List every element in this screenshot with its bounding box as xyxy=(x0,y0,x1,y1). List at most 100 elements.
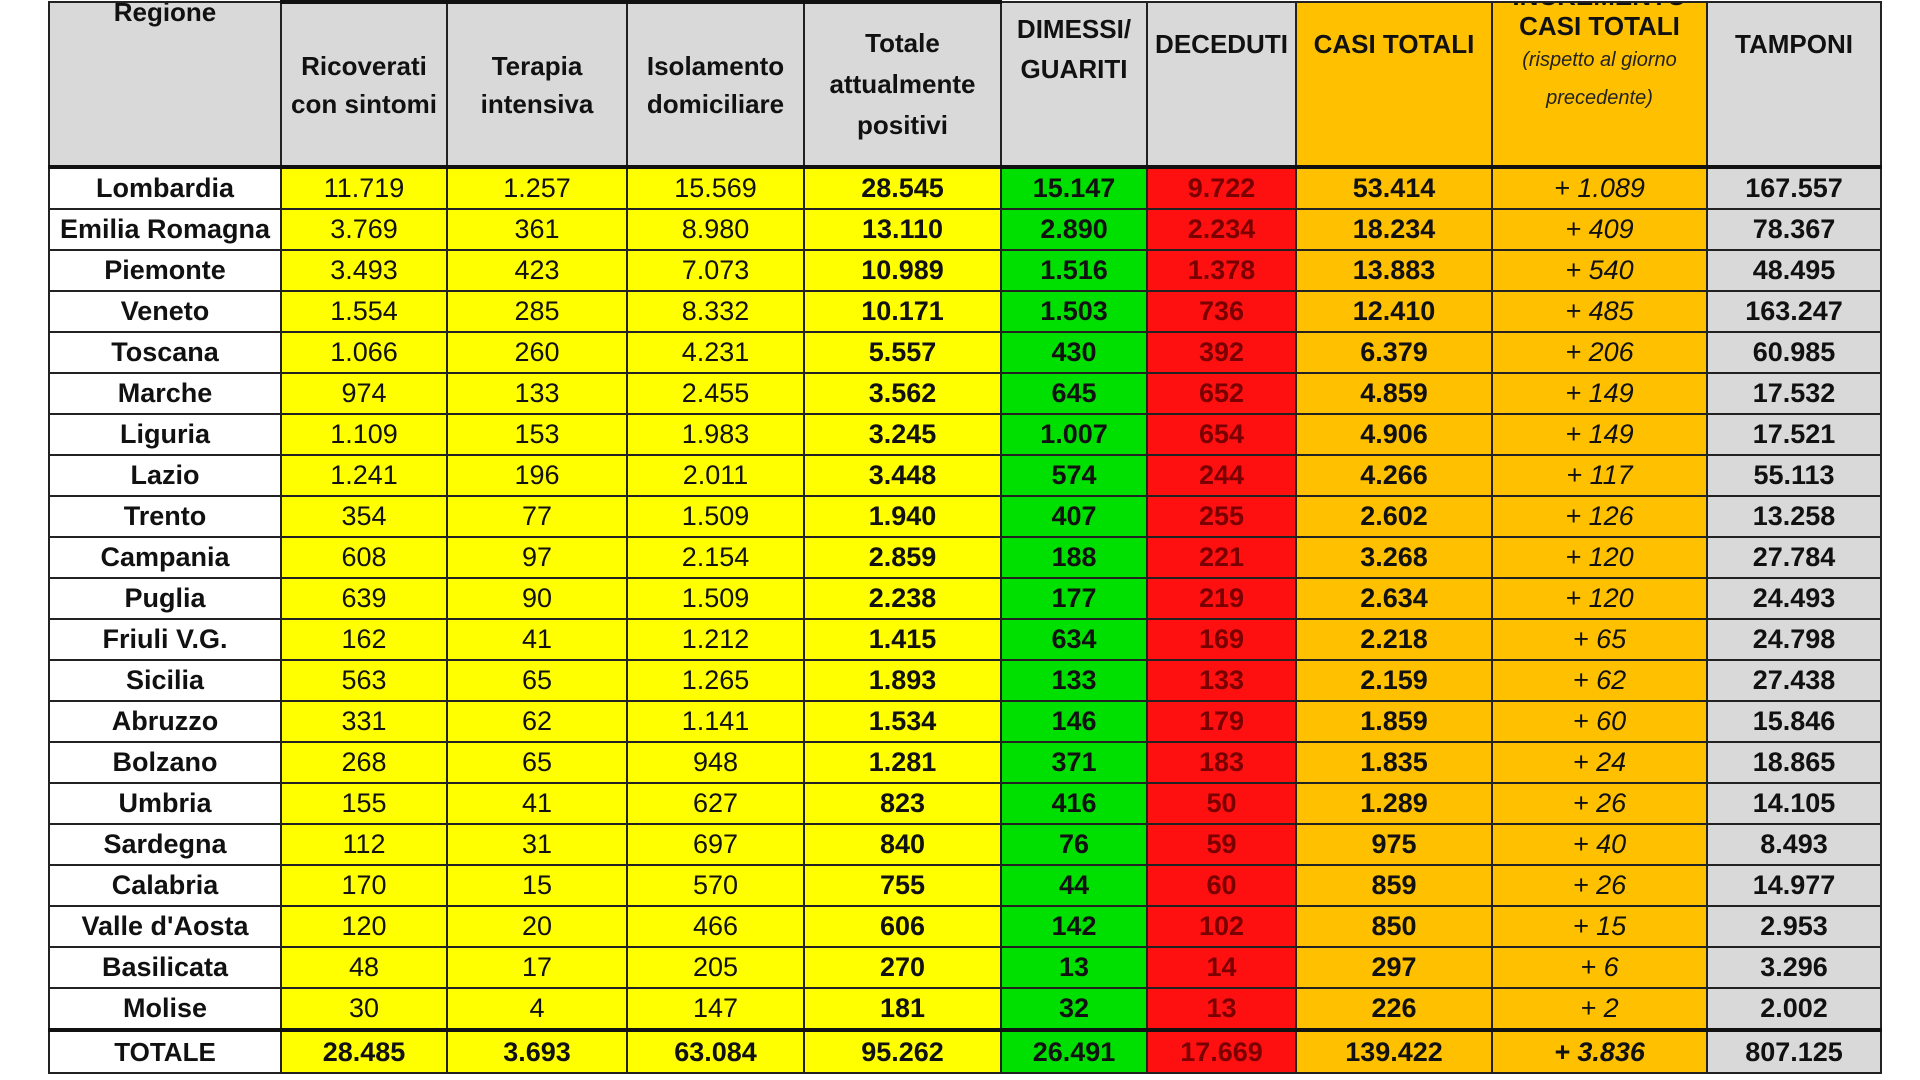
cell-ricoverati: 112 xyxy=(280,823,448,866)
cell-deceduti: 14 xyxy=(1146,946,1297,989)
cell-regione: Lazio xyxy=(48,454,282,497)
cell-dimessi: 1.007 xyxy=(1000,413,1148,456)
cell-deceduti: 255 xyxy=(1146,495,1297,538)
cell-regione: Toscana xyxy=(48,331,282,374)
cell-incremento: + 149 xyxy=(1491,372,1708,415)
header-incremento-sub2: (rispetto al giorno precedente) xyxy=(1522,49,1677,109)
cell-casi-totali: 2.218 xyxy=(1295,618,1493,661)
cell-totale-positivi: 1.893 xyxy=(803,659,1002,702)
cell-dimessi: 44 xyxy=(1000,864,1148,907)
cell-dimessi: 32 xyxy=(1000,987,1148,1031)
cell-totale-positivi: 1.940 xyxy=(803,495,1002,538)
cell-isolamento: 147 xyxy=(626,987,805,1031)
cell-deceduti: 654 xyxy=(1146,413,1297,456)
cell-deceduti: 244 xyxy=(1146,454,1297,497)
cell-terapia: 41 xyxy=(446,618,628,661)
cell-regione: Basilicata xyxy=(48,946,282,989)
cell-incremento: + 2 xyxy=(1491,987,1708,1031)
cell-casi-totali: 3.268 xyxy=(1295,536,1493,579)
table-row: Calabria 170 15 570 755 44 60 859 + 26 14.977 xyxy=(48,864,1882,907)
cell-terapia: 65 xyxy=(446,741,628,784)
cell-regione: Emilia Romagna xyxy=(48,208,282,251)
table-row: Liguria 1.109 153 1.983 3.245 1.007 654 4.906 + … xyxy=(48,413,1882,456)
cell-casi-totali: 975 xyxy=(1295,823,1493,866)
cell-isolamento: 205 xyxy=(626,946,805,989)
cell-deceduti: 169 xyxy=(1146,618,1297,661)
cell-ricoverati: 639 xyxy=(280,577,448,620)
cell-incremento: + 206 xyxy=(1491,331,1708,374)
cell-terapia: 285 xyxy=(446,290,628,333)
cell-deceduti: 179 xyxy=(1146,700,1297,743)
cell-dimessi: 2.890 xyxy=(1000,208,1148,251)
total-cell-dimessi: 26.491 xyxy=(1000,1028,1148,1074)
table-row: Abruzzo 331 62 1.141 1.534 146 179 1.859 + 60 15.… xyxy=(48,700,1882,743)
cell-tamponi: 60.985 xyxy=(1706,331,1882,374)
cell-deceduti: 736 xyxy=(1146,290,1297,333)
cell-totale-positivi: 1.281 xyxy=(803,741,1002,784)
table-row: Lazio 1.241 196 2.011 3.448 574 244 4.266 + 117 5… xyxy=(48,454,1882,497)
cell-casi-totali: 4.266 xyxy=(1295,454,1493,497)
cell-ricoverati: 354 xyxy=(280,495,448,538)
cell-isolamento: 466 xyxy=(626,905,805,948)
cell-regione: Veneto xyxy=(48,290,282,333)
cell-ricoverati: 974 xyxy=(280,372,448,415)
cell-dimessi: 1.503 xyxy=(1000,290,1148,333)
cell-terapia: 361 xyxy=(446,208,628,251)
cell-dimessi: 645 xyxy=(1000,372,1148,415)
header-deceduti: DECEDUTI xyxy=(1146,1,1297,168)
cell-terapia: 1.257 xyxy=(446,165,628,210)
cell-regione: Campania xyxy=(48,536,282,579)
cell-deceduti: 102 xyxy=(1146,905,1297,948)
cell-isolamento: 8.980 xyxy=(626,208,805,251)
cell-ricoverati: 268 xyxy=(280,741,448,784)
cell-incremento: + 485 xyxy=(1491,290,1708,333)
cell-casi-totali: 53.414 xyxy=(1295,165,1493,210)
table-container: Regione Ricoverati con sintomi Terapia i… xyxy=(48,0,1882,1074)
cell-tamponi: 13.258 xyxy=(1706,495,1882,538)
table-row: Trento 354 77 1.509 1.940 407 255 2.602 + 126 13.… xyxy=(48,495,1882,538)
cell-casi-totali: 2.634 xyxy=(1295,577,1493,620)
cell-ricoverati: 48 xyxy=(280,946,448,989)
table-row: Molise 30 4 147 181 32 13 226 + 2 2.002 xyxy=(48,987,1882,1031)
cell-terapia: 20 xyxy=(446,905,628,948)
table-body: Lombardia 11.719 1.257 15.569 28.545 15.147 9.… xyxy=(48,165,1882,1074)
cell-isolamento: 2.011 xyxy=(626,454,805,497)
header-incremento: INCREMENTO CASI TOTALI (rispetto al gior… xyxy=(1491,1,1708,168)
cell-casi-totali: 4.906 xyxy=(1295,413,1493,456)
cell-dimessi: 634 xyxy=(1000,618,1148,661)
cell-deceduti: 392 xyxy=(1146,331,1297,374)
covid-regions-table: Regione Ricoverati con sintomi Terapia i… xyxy=(48,0,1882,1074)
cell-casi-totali: 1.289 xyxy=(1295,782,1493,825)
table-row: Marche 974 133 2.455 3.562 645 652 4.859 + 149 17… xyxy=(48,372,1882,415)
table-row: Piemonte 3.493 423 7.073 10.989 1.516 1.378 13.… xyxy=(48,249,1882,292)
cell-isolamento: 697 xyxy=(626,823,805,866)
cell-ricoverati: 155 xyxy=(280,782,448,825)
cell-ricoverati: 608 xyxy=(280,536,448,579)
header-isolamento: Isolamento domiciliare xyxy=(626,0,805,168)
cell-regione: Liguria xyxy=(48,413,282,456)
cell-tamponi: 48.495 xyxy=(1706,249,1882,292)
table-row: Bolzano 268 65 948 1.281 371 183 1.835 + 24 18.86… xyxy=(48,741,1882,784)
cell-casi-totali: 4.859 xyxy=(1295,372,1493,415)
cell-tamponi: 24.798 xyxy=(1706,618,1882,661)
cell-incremento: + 120 xyxy=(1491,536,1708,579)
cell-isolamento: 2.455 xyxy=(626,372,805,415)
cell-incremento: + 65 xyxy=(1491,618,1708,661)
header-incremento-sub1: CASI TOTALI xyxy=(1519,11,1680,41)
cell-incremento: + 540 xyxy=(1491,249,1708,292)
cell-deceduti: 59 xyxy=(1146,823,1297,866)
cell-dimessi: 76 xyxy=(1000,823,1148,866)
cell-terapia: 17 xyxy=(446,946,628,989)
cell-tamponi: 78.367 xyxy=(1706,208,1882,251)
cell-totale-positivi: 2.859 xyxy=(803,536,1002,579)
total-cell-totale-positivi: 95.262 xyxy=(803,1028,1002,1074)
cell-ricoverati: 170 xyxy=(280,864,448,907)
table-row: Valle d'Aosta 120 20 466 606 142 102 850 + 15 2.9… xyxy=(48,905,1882,948)
cell-totale-positivi: 840 xyxy=(803,823,1002,866)
cell-tamponi: 27.438 xyxy=(1706,659,1882,702)
cell-deceduti: 133 xyxy=(1146,659,1297,702)
cell-totale-positivi: 3.562 xyxy=(803,372,1002,415)
header-incremento-title: INCREMENTO xyxy=(1494,4,1705,11)
cell-tamponi: 15.846 xyxy=(1706,700,1882,743)
cell-tamponi: 17.521 xyxy=(1706,413,1882,456)
